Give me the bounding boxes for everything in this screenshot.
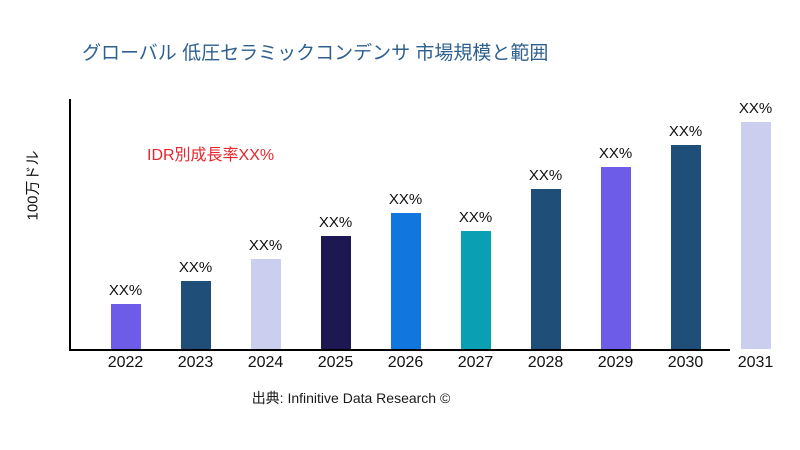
- chart-title: グローバル 低圧セラミックコンデンサ 市場規模と範囲: [82, 43, 549, 64]
- bar-value-label-2022: XX%: [108, 282, 143, 299]
- bar-2026: [390, 213, 421, 349]
- bar-value-label-2027: XX%: [458, 209, 493, 226]
- bar-2025: [320, 236, 351, 349]
- bar-value-label-2031: XX%: [738, 100, 773, 117]
- bar-2031: [740, 122, 771, 349]
- x-tick-2022: 2022: [107, 354, 144, 371]
- y-axis-label: 100万ドル: [24, 150, 42, 221]
- bar-2024: [250, 259, 281, 349]
- x-tick-2023: 2023: [177, 354, 214, 371]
- x-tick-2024: 2024: [247, 354, 284, 371]
- bar-value-label-2028: XX%: [528, 167, 563, 184]
- x-axis-line: [69, 349, 730, 351]
- bar-group-2023: XX%: [161, 260, 231, 349]
- bar-group-2024: XX%: [231, 238, 301, 349]
- bar-group-2027: XX%: [441, 210, 511, 349]
- bar-value-label-2026: XX%: [388, 191, 423, 208]
- x-tick-2029: 2029: [597, 354, 634, 371]
- y-axis-line: [69, 99, 71, 351]
- x-tick-2030: 2030: [667, 354, 704, 371]
- bar-2023: [180, 281, 211, 349]
- x-tick-2025: 2025: [317, 354, 354, 371]
- bar-group-2025: XX%: [301, 215, 371, 349]
- bar-value-label-2030: XX%: [668, 123, 703, 140]
- bar-group-2029: XX%: [581, 146, 651, 349]
- x-tick-2028: 2028: [527, 354, 564, 371]
- bar-value-label-2024: XX%: [248, 237, 283, 254]
- bar-group-2030: XX%: [651, 124, 721, 349]
- bar-group-2026: XX%: [371, 192, 441, 349]
- source-credit: 出典: Infinitive Data Research ©: [251, 390, 451, 406]
- bar-2027: [460, 231, 491, 349]
- bar-2028: [530, 189, 561, 349]
- x-tick-2027: 2027: [457, 354, 494, 371]
- bar-value-label-2029: XX%: [598, 145, 633, 162]
- bar-2029: [600, 167, 631, 349]
- bar-value-label-2023: XX%: [178, 259, 213, 276]
- bar-group-2031: XX%: [721, 101, 791, 349]
- x-tick-2026: 2026: [387, 354, 424, 371]
- bar-2030: [670, 145, 701, 349]
- x-tick-2031: 2031: [737, 354, 774, 371]
- bar-group-2022: XX%: [91, 283, 161, 349]
- bar-value-label-2025: XX%: [318, 214, 353, 231]
- growth-rate-annotation: IDR別成長率XX%: [147, 147, 275, 164]
- bar-group-2028: XX%: [511, 168, 581, 349]
- bar-2022: [110, 304, 141, 349]
